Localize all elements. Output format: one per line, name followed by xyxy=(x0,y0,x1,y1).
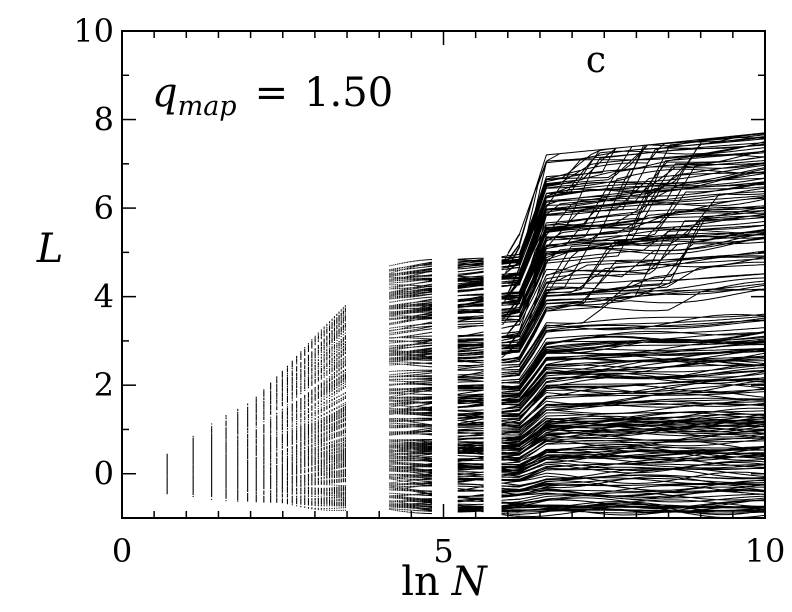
y-tick-label: 10 xyxy=(73,12,114,50)
q-map-annotation: qmap = 1.50 xyxy=(152,70,393,122)
y-tick-label: 4 xyxy=(94,278,114,316)
trajectory-points xyxy=(167,235,521,517)
annotation-relation: = xyxy=(255,70,289,116)
panel-label: c xyxy=(586,40,606,81)
x-tick-label: 0 xyxy=(112,532,132,570)
y-tick-label: 6 xyxy=(94,189,114,227)
x-tick-label: 10 xyxy=(745,532,786,570)
trajectory-lines xyxy=(508,133,764,518)
x-axis-label-prefix: ln xyxy=(401,559,440,605)
annotation-symbol: q xyxy=(152,70,178,116)
x-axis-label-variable: N xyxy=(451,559,489,605)
y-tick-label: 2 xyxy=(94,366,114,404)
y-axis-label: L xyxy=(36,226,64,272)
annotation-subscript: map xyxy=(178,91,237,122)
y-tick-label: 8 xyxy=(94,101,114,139)
annotation-value: 1.50 xyxy=(304,70,393,116)
plot-data-points xyxy=(167,133,765,518)
y-tick-label: 0 xyxy=(94,455,114,493)
